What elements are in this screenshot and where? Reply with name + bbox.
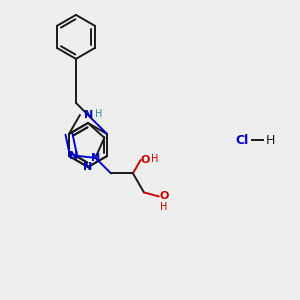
Text: N: N — [83, 162, 93, 172]
Text: O: O — [141, 155, 150, 165]
Text: N: N — [84, 110, 93, 120]
Text: H: H — [151, 154, 158, 164]
Text: Cl: Cl — [236, 134, 249, 146]
Text: N: N — [91, 153, 100, 163]
Text: N: N — [69, 151, 78, 160]
Text: H: H — [95, 110, 102, 119]
Text: H: H — [160, 202, 167, 212]
Text: H: H — [265, 134, 275, 146]
Text: O: O — [159, 191, 169, 201]
